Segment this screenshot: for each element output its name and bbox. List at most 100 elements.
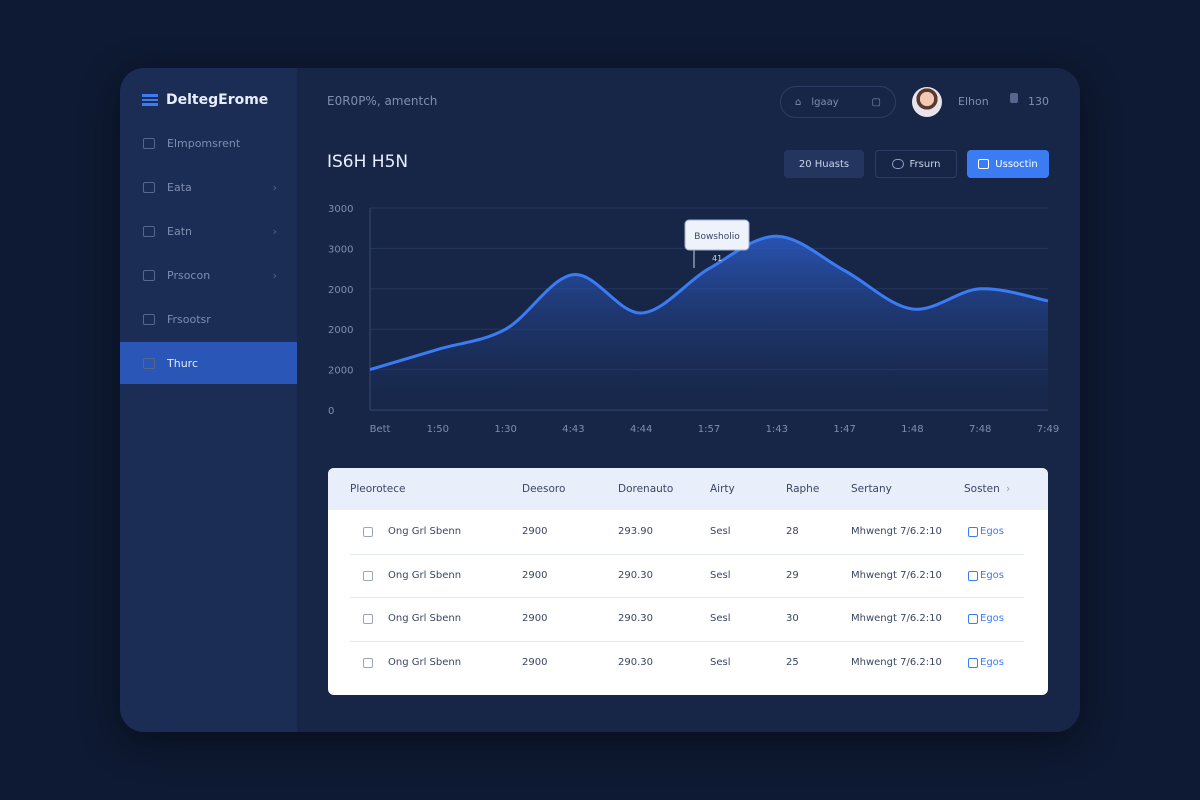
logo-bar [142, 99, 158, 101]
nav-label: Elmpomsrent [167, 136, 241, 150]
nav-label: Eata [167, 180, 192, 194]
bell-icon[interactable] [1010, 93, 1018, 103]
table-cell: Egos [980, 526, 1004, 537]
x-tick-label: 4:43 [562, 424, 584, 435]
checkbox[interactable] [363, 527, 373, 537]
logo-icon [142, 94, 158, 106]
nav-label: Eatn [167, 224, 192, 238]
breadcrumb: E0R0P%, amentch [327, 94, 438, 108]
nav-label: Prsocon [167, 268, 211, 282]
nav-item[interactable]: Eatn › [120, 210, 297, 252]
nav-item[interactable]: Frsootsr [120, 298, 297, 340]
x-tick-label: 7:48 [969, 424, 991, 435]
tooltip-title: Bowsholio [694, 232, 740, 242]
nav-item[interactable]: Elmpomsrent [120, 122, 297, 164]
x-tick-label: 1:50 [427, 424, 449, 435]
row-divider [350, 553, 1024, 555]
checkbox[interactable] [363, 570, 373, 581]
nav-label: Frsootsr [167, 312, 211, 326]
nav-item[interactable]: Thurc [120, 342, 297, 384]
x-tick-label: 1:30 [494, 424, 516, 435]
table-cell: Egos [980, 569, 1004, 581]
nav-item[interactable]: Prsocon › [120, 254, 297, 296]
y-tick-label: 2000 [328, 285, 353, 296]
chevron: › [1006, 483, 1011, 495]
table-cell: Sesl [710, 613, 731, 624]
table-cell: Egos [980, 613, 1004, 624]
x-tick-label: 1:43 [766, 424, 788, 435]
x-tick-label: 7:49 [1037, 424, 1059, 435]
nav-icon [143, 137, 155, 149]
sidebar: DeltegErome Elmpomsrent Eata › Eatn › Prsocon… [120, 68, 297, 732]
search-box[interactable]: ⌂ lgaay ▢ [780, 86, 896, 118]
page-title: IS6H H5N [327, 152, 409, 172]
y-tick-label: 2000 [328, 366, 353, 377]
y-tick-label: 0 [328, 406, 334, 417]
app-window: DeltegErome Elmpomsrent Eata › Eatn › Prsocon… [120, 68, 1080, 732]
nav-item[interactable]: Eata › [120, 166, 297, 208]
x-tick-label: 1:57 [698, 424, 720, 435]
table-cell: 290.30 [618, 613, 653, 624]
x-tick-label: 1:48 [901, 424, 923, 435]
column-header: Deesoro [522, 483, 566, 495]
checkbox[interactable] [363, 657, 373, 668]
button[interactable]: Ussoctin [967, 150, 1049, 178]
row-divider [350, 597, 1024, 598]
chevron: › [272, 224, 277, 238]
table-cell: 290.30 [618, 656, 653, 668]
table-cell: Ong Grl Sbenn [388, 569, 462, 581]
table-cell: Mhwengt 7/6.2:10 [851, 656, 942, 668]
table-cell: Mhwengt 7/6.2:10 [851, 569, 942, 581]
action-icon[interactable] [968, 614, 978, 624]
table-cell: Mhwengt 7/6.2:10 [851, 613, 942, 624]
avatar[interactable] [912, 87, 942, 117]
table-cell: 2900 [522, 569, 548, 581]
chart: 0 2000 2000 2000 3000 3000 Bett 1:50 1:30 4:43 4:4… [328, 204, 1059, 435]
table-cell: Mhwengt 7/6.2:10 [851, 526, 942, 537]
column-header: Airty [710, 483, 735, 495]
table-cell: Ong Grl Sbenn [388, 613, 462, 624]
line [369, 234, 1049, 372]
x-tick-label: 4:44 [630, 424, 652, 435]
nav-icon [143, 357, 155, 369]
table-cell: 2900 [522, 526, 548, 537]
area [370, 236, 1048, 410]
action-icon[interactable] [968, 570, 978, 581]
button-text: Frsurn [909, 158, 941, 170]
table-cell: 30 [786, 613, 799, 624]
action-icon[interactable] [968, 527, 978, 537]
tooltip [684, 219, 750, 251]
nav-icon [143, 269, 155, 281]
column-header: Sertany [851, 483, 892, 495]
table-cell: 290.30 [618, 569, 653, 581]
table-cell: Sesl [710, 656, 731, 668]
y-tick-label: 2000 [328, 325, 353, 336]
y-tick-label: 3000 [328, 204, 353, 215]
button[interactable]: Frsurn [875, 150, 957, 178]
chevron: › [272, 268, 277, 282]
x-tick-label: Bett [370, 424, 391, 435]
table-cell: 28 [786, 526, 799, 537]
checkbox[interactable] [363, 614, 373, 624]
x-tick-label: 1:47 [833, 424, 855, 435]
table: Pleorotece Deesoro Dorenauto Airty Raphe Sert… [328, 468, 1048, 695]
user-name: Elhon [958, 95, 989, 108]
table-cell: 29 [786, 569, 799, 581]
brand: DeltegErome [166, 92, 269, 108]
table-cell: Sesl [710, 569, 731, 581]
table-cell: Sesl [710, 526, 731, 537]
column-header: Pleorotece [350, 483, 406, 495]
button[interactable]: 20 Huasts [784, 150, 864, 178]
table-header [328, 468, 1048, 510]
table-cell: 2900 [522, 613, 548, 624]
nav-icon [143, 313, 155, 325]
table-cell: Ong Grl Sbenn [388, 526, 462, 537]
nav-label: Thurc [167, 356, 198, 370]
button-text: Ussoctin [995, 158, 1038, 170]
column-header: Raphe [786, 483, 820, 495]
action-icon[interactable] [968, 657, 978, 668]
tooltip-value: 41 [712, 254, 722, 263]
table-cell: 25 [786, 656, 799, 668]
table-cell: Egos [980, 656, 1004, 668]
